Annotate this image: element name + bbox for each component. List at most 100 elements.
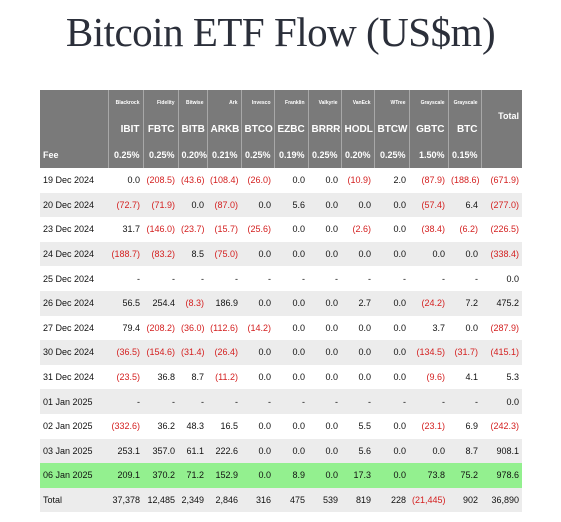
flow-cell: (87.9) [421, 175, 445, 186]
fee-cell: 0.21% [206, 142, 241, 168]
flow-cell: - [172, 273, 175, 284]
row-date: 24 Dec 2024 [40, 241, 108, 267]
row-total: (287.9) [490, 322, 519, 333]
flow-cell: - [308, 389, 341, 414]
table-row: 24 Dec 2024 (188.7) (83.2) 8.5 (75.0) 0.0 0.0 0… [40, 241, 522, 267]
row-total: (338.4) [481, 241, 522, 267]
row-total: 978.6 [481, 463, 522, 488]
flow-cell: - [341, 389, 374, 414]
flow-cell: (134.5) [409, 340, 448, 365]
flow-cell: 0.0 [341, 340, 374, 365]
flow-cell: 0.0 [465, 322, 478, 333]
flow-cell: 0.0 [292, 421, 305, 432]
flow-cell: 0.0 [358, 372, 371, 383]
issuer-header: VanEck [340, 90, 374, 116]
total-header: Total [480, 90, 522, 142]
flow-cell: (25.6) [247, 224, 271, 235]
fee-cell [480, 142, 522, 168]
flow-cell: - [475, 273, 478, 284]
flow-cell: 0.0 [274, 241, 308, 267]
flow-cell: (112.6) [210, 322, 238, 333]
table-row: 01 Jan 2025- - - - - - - - - - -0.0 [40, 389, 522, 414]
flow-cell: 0.0 [258, 421, 271, 432]
flow-cell: (26.4) [207, 340, 241, 365]
flow-cell: 2.0 [393, 175, 406, 186]
total-cell: 36,890 [481, 487, 522, 512]
flow-cell: 8.7 [191, 372, 204, 383]
flow-cell: 8.5 [178, 241, 207, 267]
flow-cell: - [374, 389, 409, 414]
flow-cell: (188.7) [108, 241, 143, 267]
row-date: 01 Jan 2025 [40, 389, 108, 414]
issuer-header: Ark [206, 90, 241, 116]
row-date: 06 Jan 2025 [40, 463, 108, 488]
flow-cell: 0.0 [409, 438, 448, 464]
flow-cell: 370.2 [143, 463, 178, 488]
flow-cell: (38.4) [421, 224, 445, 235]
totals-row: Total 37,378 12,485 2,349 2,846 316 475 539 819 2… [40, 487, 522, 512]
row-date: 23 Dec 2024 [43, 224, 95, 235]
row-date: 30 Dec 2024 [40, 340, 108, 365]
fee-cell: 0.25% [142, 142, 178, 168]
ticker-header: BRRR [307, 116, 341, 142]
flow-cell: - [409, 389, 448, 414]
row-total: (277.0) [481, 192, 522, 218]
ticker-header: IBIT [107, 116, 143, 142]
row-date: 31 Dec 2024 [43, 372, 95, 383]
fee-cell: 0.25% [240, 142, 274, 168]
flow-cell: (36.5) [108, 340, 143, 365]
fee-cell: 0.15% [447, 142, 481, 168]
flow-cell: (71.9) [143, 192, 178, 218]
flow-cell: (36.0) [181, 322, 205, 333]
flow-cell: (146.0) [146, 224, 175, 235]
flow-cell: (208.5) [146, 175, 175, 186]
issuer-header: Grayscale [447, 90, 481, 116]
ticker-header-row: IBIT FBTC BITB ARKB BTCO EZBC BRRR HODL BTCW GBTC… [40, 116, 522, 142]
flow-cell: 0.0 [393, 224, 406, 235]
table-row: 25 Dec 2024 - - - - - - - - - - - 0.0 [40, 266, 522, 291]
flow-cell: (31.7) [448, 340, 481, 365]
flow-cell: 253.1 [108, 438, 143, 464]
flow-cell: (26.0) [247, 175, 271, 186]
flow-cell: 36.2 [157, 421, 175, 432]
flow-cell: 31.7 [122, 224, 140, 235]
flow-cell: 0.0 [258, 372, 271, 383]
row-date: 20 Dec 2024 [40, 192, 108, 218]
flow-cell: - [241, 389, 274, 414]
flow-cell: 0.0 [292, 224, 305, 235]
flow-cell: 0.0 [341, 241, 374, 267]
flow-cell: 0.0 [448, 241, 481, 267]
flow-cell: - [448, 389, 481, 414]
flow-cell: (23.5) [116, 372, 140, 383]
row-total: 0.0 [481, 389, 522, 414]
flow-cell: (57.4) [409, 192, 448, 218]
header-corner [40, 90, 108, 116]
flow-cell: 0.0 [325, 175, 338, 186]
flow-cell: (208.2) [146, 322, 175, 333]
flow-cell: 2.7 [341, 290, 374, 316]
row-total: 908.1 [481, 438, 522, 464]
flow-cell: - [302, 273, 305, 284]
flow-cell: 0.0 [308, 290, 341, 316]
ticker-header: ARKB [206, 116, 241, 142]
flow-cell: 48.3 [186, 421, 204, 432]
row-total: (671.9) [490, 175, 519, 186]
flow-cell: 152.9 [207, 463, 241, 488]
flow-cell: 71.2 [178, 463, 207, 488]
fee-cell: 0.25% [373, 142, 409, 168]
flow-cell: (8.3) [178, 290, 207, 316]
table-row: 30 Dec 2024 (36.5) (154.6) (31.4) (26.4) 0.0 0… [40, 340, 522, 365]
row-total: (226.5) [490, 224, 519, 235]
row-total: (242.3) [490, 421, 519, 432]
issuer-header-row: Blackrock Fidelity Bitwise Ark Invesco Frankl… [40, 90, 522, 142]
flow-cell: (2.6) [352, 224, 371, 235]
fee-cell: 0.19% [273, 142, 308, 168]
flow-cell: 0.0 [393, 421, 406, 432]
flow-cell: 36.8 [157, 372, 175, 383]
total-cell: (21,445) [409, 487, 448, 512]
flow-cell: 0.0 [308, 192, 341, 218]
row-total: 5.3 [506, 372, 519, 383]
issuer-header: Franklin [273, 90, 308, 116]
flow-cell: 0.0 [241, 192, 274, 218]
table-row: 02 Jan 2025 (332.6) 36.2 48.3 16.5 0.0 0.0 0.0 5… [40, 414, 522, 439]
